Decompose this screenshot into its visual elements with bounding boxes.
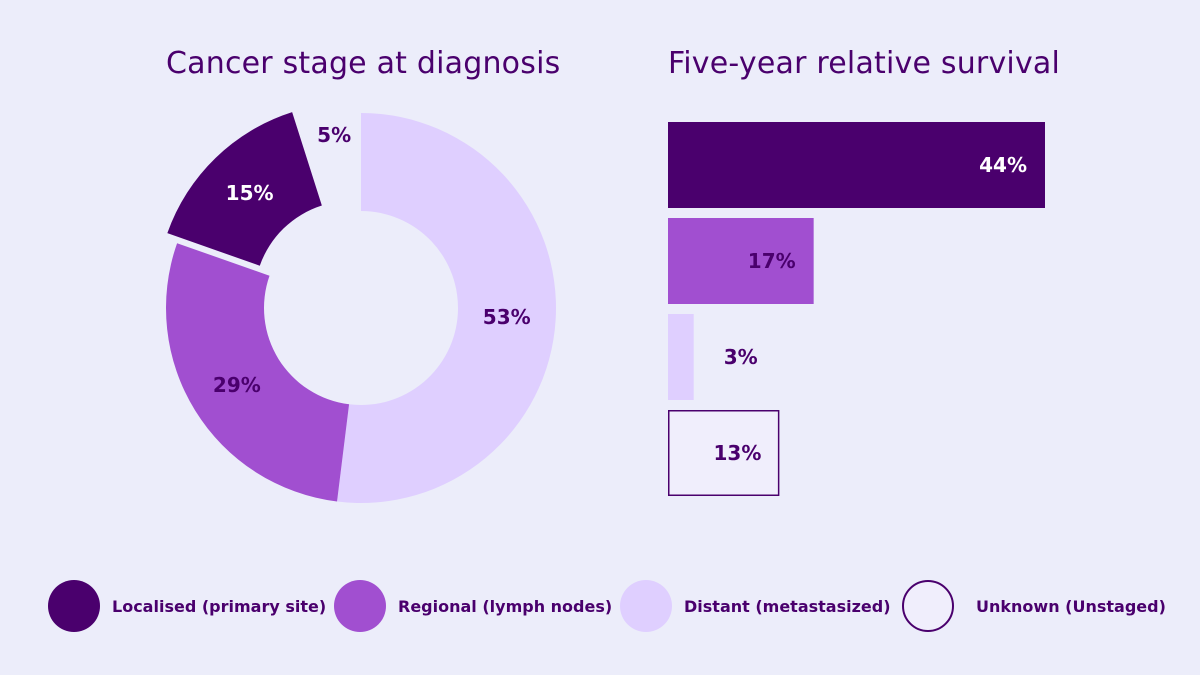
bar-distant [668, 314, 694, 400]
donut-chart-title: Cancer stage at diagnosis [166, 46, 561, 81]
donut-label-regional: 29% [213, 373, 261, 397]
bar-localised [668, 122, 1045, 208]
legend-label-unknown: Unknown (Unstaged) [976, 596, 1166, 616]
bar-regional [668, 218, 814, 304]
legend: Localised (primary site) Regional (lymph… [0, 578, 1200, 638]
bar-label-distant: 3% [724, 345, 758, 369]
legend-label-regional: Regional (lymph nodes) [398, 596, 613, 616]
legend-label-localised: Localised (primary site) [112, 596, 327, 616]
bar-label-unknown: 13% [714, 441, 762, 465]
legend-item-localised: Localised (primary site) [48, 578, 326, 634]
donut-label-distant: 53% [483, 305, 531, 329]
legend-swatch-unknown [902, 580, 954, 632]
bar-unknown [668, 410, 780, 496]
donut-slice-distant [337, 113, 556, 503]
bar-label-regional: 17% [748, 249, 796, 273]
legend-label-distant: Distant (metastasized) [684, 596, 891, 616]
bar-chart-title: Five-year relative survival [668, 46, 1061, 81]
charts-canvas: 53% 29% 15% 5% 44% 17% 3% 13% [165, 112, 1045, 503]
legend-swatch-localised [48, 580, 100, 632]
legend-item-regional: Regional (lymph nodes) [334, 578, 612, 634]
legend-swatch-distant [620, 580, 672, 632]
donut-slice-localised [167, 112, 322, 266]
donut-label-localised: 15% [226, 181, 274, 205]
legend-item-distant: Distant (metastasized) [620, 578, 891, 634]
bar-label-localised: 44% [979, 153, 1027, 177]
donut-slice-unknown [301, 113, 361, 216]
legend-item-unknown: Unknown (Unstaged) [902, 578, 1166, 634]
donut-slice-regional [165, 243, 350, 502]
donut-label-unknown: 5% [317, 123, 351, 147]
legend-swatch-regional [334, 580, 386, 632]
